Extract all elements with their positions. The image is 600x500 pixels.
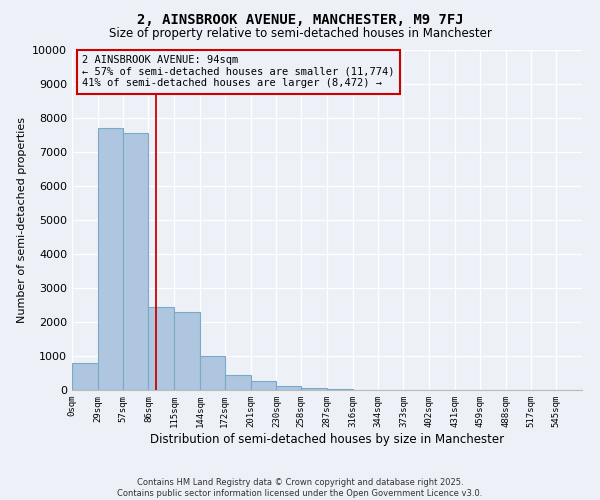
Bar — [225, 374, 251, 390]
Text: Contains HM Land Registry data © Crown copyright and database right 2025.
Contai: Contains HM Land Registry data © Crown c… — [118, 478, 482, 498]
Y-axis label: Number of semi-detached properties: Number of semi-detached properties — [17, 117, 26, 323]
Bar — [72, 363, 98, 390]
Bar — [251, 380, 277, 390]
Bar — [301, 388, 327, 390]
Bar — [200, 356, 225, 390]
Bar — [122, 134, 148, 390]
X-axis label: Distribution of semi-detached houses by size in Manchester: Distribution of semi-detached houses by … — [150, 432, 504, 446]
Text: 2 AINSBROOK AVENUE: 94sqm
← 57% of semi-detached houses are smaller (11,774)
41%: 2 AINSBROOK AVENUE: 94sqm ← 57% of semi-… — [82, 55, 395, 88]
Bar — [277, 386, 301, 390]
Text: 2, AINSBROOK AVENUE, MANCHESTER, M9 7FJ: 2, AINSBROOK AVENUE, MANCHESTER, M9 7FJ — [137, 12, 463, 26]
Bar — [148, 306, 174, 390]
Bar — [174, 312, 200, 390]
Text: Size of property relative to semi-detached houses in Manchester: Size of property relative to semi-detach… — [109, 28, 491, 40]
Bar — [98, 128, 122, 390]
